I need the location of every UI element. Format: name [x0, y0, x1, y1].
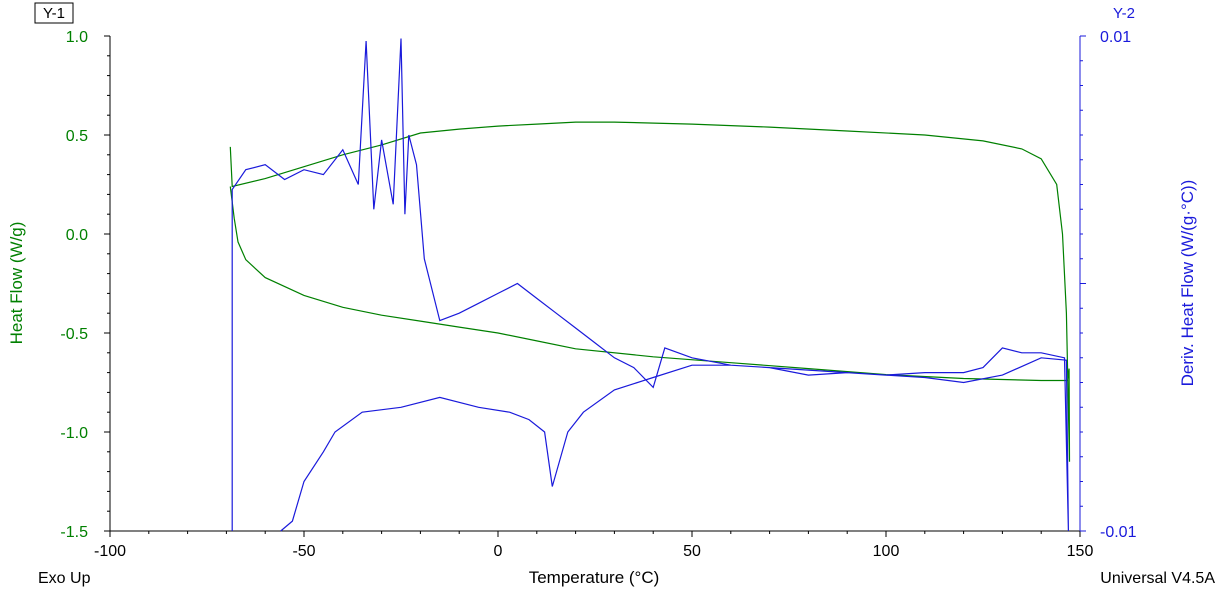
y1-tick-label: -1.0 [60, 425, 88, 442]
deriv-heat-flow-line [231, 38, 1069, 532]
y1-tick-label: 1.0 [66, 29, 88, 46]
y2-axis-title: Deriv. Heat Flow (W/(g·°C)) [1178, 180, 1197, 387]
x-tick-label: 0 [494, 543, 503, 560]
x-tick-label: -50 [292, 543, 315, 560]
y1-axis-title: Heat Flow (W/g) [7, 222, 26, 345]
tick-labels: -100 -50 0 50 100 150 -1.5 -1.0 -0.5 0.0 0.5 1.0 -0.… [60, 29, 1136, 560]
y2-tick-label: 0.01 [1100, 29, 1131, 46]
y1-tick-label: -1.5 [60, 524, 88, 541]
software-version: Universal V4.5A [1100, 570, 1215, 587]
x-tick-label: 50 [683, 543, 701, 560]
x-axis-title: Temperature (°C) [529, 568, 660, 587]
y1-tag: Y-1 [43, 5, 65, 22]
x-tick-label: -100 [94, 543, 126, 560]
y1-tick-label: 0.0 [66, 227, 88, 244]
y2-tag: Y-2 [1113, 5, 1135, 22]
tick-marks [104, 35, 1086, 537]
y1-tick-label: 0.5 [66, 128, 88, 145]
y1-tick-label: -0.5 [60, 326, 88, 343]
y1-tag-box [34, 2, 74, 24]
x-tick-label: 150 [1067, 543, 1094, 560]
y2-tick-label: -0.01 [1100, 524, 1137, 541]
x-tick-label: 100 [873, 543, 900, 560]
heat-flow-line [229, 121, 1071, 462]
exo-up-label: Exo Up [38, 570, 91, 587]
